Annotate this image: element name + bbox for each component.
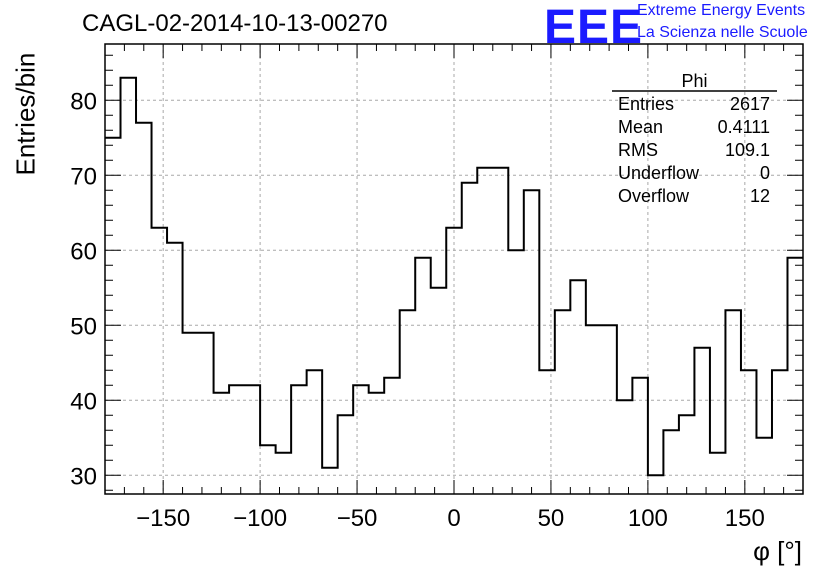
y-tick-label: 60 xyxy=(70,238,97,265)
y-tick-label: 80 xyxy=(70,88,97,115)
x-axis-label: φ [°] xyxy=(753,536,802,566)
x-tick-label: 150 xyxy=(725,505,765,532)
y-tick-label: 40 xyxy=(70,388,97,415)
stats-label: Underflow xyxy=(618,163,700,183)
x-tick-label: −50 xyxy=(337,505,378,532)
stats-value: 12 xyxy=(750,186,770,206)
logo-line-1: Extreme Energy Events xyxy=(637,2,806,19)
chart-title: CAGL-02-2014-10-13-00270 xyxy=(82,10,388,37)
stats-label: Mean xyxy=(618,117,663,137)
logo-line-2: La Scienza nelle Scuole xyxy=(637,24,808,41)
y-tick-label: 50 xyxy=(70,313,97,340)
x-tick-label: 0 xyxy=(447,505,460,532)
stats-title: Phi xyxy=(681,71,707,91)
x-tick-label: 50 xyxy=(538,505,565,532)
stats-value: 0.4111 xyxy=(718,117,770,137)
stats-value: 109.1 xyxy=(725,140,770,160)
y-tick-label: 70 xyxy=(70,163,97,190)
histogram-line xyxy=(105,76,803,477)
x-tick-label: −100 xyxy=(233,505,287,532)
stats-label: Overflow xyxy=(618,186,690,206)
y-tick-label: 30 xyxy=(70,463,97,490)
stats-box: Phi Entries 2617 Mean 0.4111 RMS 109.1 Underflo… xyxy=(612,71,777,206)
eee-logo: EEE xyxy=(544,1,644,54)
tick-labels: −150 −100 −50 0 50 100 150 30 40 50 60 70 80 xyxy=(70,88,765,532)
grid-lines xyxy=(105,44,803,494)
x-tick-label: −150 xyxy=(136,505,190,532)
stats-label: RMS xyxy=(618,140,658,160)
stats-value: 2617 xyxy=(730,94,770,114)
stats-label: Entries xyxy=(618,94,674,114)
axes xyxy=(104,43,804,495)
stats-value: 0 xyxy=(760,163,770,183)
x-tick-label: 100 xyxy=(628,505,668,532)
